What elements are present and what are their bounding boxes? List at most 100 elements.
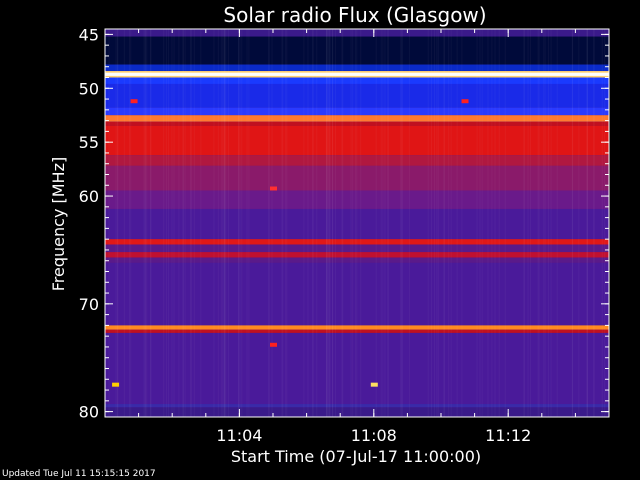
texture-streak <box>375 29 377 417</box>
texture-streak <box>328 29 330 417</box>
texture-streak <box>316 29 318 417</box>
texture-streak <box>387 29 389 417</box>
texture-streak <box>341 29 343 417</box>
texture-streak <box>448 29 450 417</box>
frequency-band <box>105 325 609 330</box>
texture-streak <box>271 29 273 417</box>
frequency-band <box>105 29 609 37</box>
texture-streak <box>190 29 192 417</box>
texture-streak <box>572 29 574 417</box>
texture-streak <box>303 29 305 417</box>
texture-streak <box>578 29 580 417</box>
texture-streak <box>544 29 546 417</box>
texture-streak <box>538 29 540 417</box>
texture-streak <box>123 29 125 417</box>
texture-streak <box>224 29 226 417</box>
texture-streak <box>117 29 119 417</box>
texture-streak <box>312 29 314 417</box>
texture-streak <box>286 29 288 417</box>
texture-streak <box>360 29 362 417</box>
texture-streak <box>178 29 180 417</box>
frequency-band <box>105 262 609 326</box>
texture-streak <box>182 29 184 417</box>
texture-streak <box>437 29 439 417</box>
texture-streak <box>246 29 248 417</box>
texture-streak <box>220 29 222 417</box>
frequency-band <box>105 190 609 209</box>
frequency-band <box>105 64 609 72</box>
frequency-band <box>105 72 609 76</box>
texture-streak <box>117 29 119 417</box>
texture-streak <box>427 29 429 417</box>
frequency-band <box>105 165 609 191</box>
texture-streak <box>479 29 481 417</box>
texture-streak <box>312 29 314 417</box>
texture-streak <box>108 29 110 417</box>
texture-streak <box>601 29 603 417</box>
frequency-band <box>105 329 609 333</box>
texture-streak <box>527 29 529 417</box>
chart-title: Solar radio Flux (Glasgow) <box>223 3 486 27</box>
texture-streak <box>130 29 132 417</box>
y-tick-label: 60 <box>79 187 99 206</box>
frequency-band <box>105 404 609 408</box>
texture-streak <box>434 29 436 417</box>
texture-streak <box>384 29 386 417</box>
texture-streak <box>586 29 588 417</box>
texture-streak <box>352 29 354 417</box>
texture-streak <box>171 29 173 417</box>
texture-streak <box>285 29 287 417</box>
texture-streak <box>222 29 224 417</box>
texture-streak <box>556 29 558 417</box>
texture-streak <box>456 29 458 417</box>
texture-streak <box>213 29 215 417</box>
texture-streak <box>168 29 170 417</box>
texture-streak <box>450 29 452 417</box>
texture-streak <box>380 29 382 417</box>
signal-spot <box>270 186 277 191</box>
frequency-band <box>105 155 609 166</box>
frequency-band <box>105 126 609 156</box>
texture-streak <box>382 29 384 417</box>
y-tick-label: 50 <box>79 79 99 98</box>
texture-streak <box>184 29 186 417</box>
texture-streak <box>163 29 165 417</box>
texture-streak <box>129 29 131 417</box>
axes: 45 50 55 60 70 80 11:04 11:08 11:12 <box>79 25 610 445</box>
texture-streak <box>537 29 539 417</box>
x-tick-label: 11:04 <box>216 426 262 445</box>
texture-streak <box>586 29 588 417</box>
frequency-band <box>105 107 609 116</box>
texture-streak <box>523 29 525 417</box>
texture-streak <box>223 29 225 417</box>
texture-streak <box>268 29 270 417</box>
texture-streak <box>223 29 225 417</box>
y-tick-label: 80 <box>79 403 99 422</box>
frequency-band <box>105 257 609 263</box>
texture-streak <box>431 29 433 417</box>
plot-frame <box>104 28 610 418</box>
texture-streak <box>115 29 117 417</box>
texture-streak <box>326 29 328 417</box>
texture-streak <box>498 29 500 417</box>
texture-streak <box>547 29 549 417</box>
texture-streak <box>443 29 445 417</box>
texture-streak <box>342 29 344 417</box>
frequency-band <box>105 407 609 417</box>
texture-streak <box>529 29 531 417</box>
texture-streak <box>225 29 227 417</box>
texture-streak <box>325 29 327 417</box>
frequency-band <box>105 77 609 84</box>
texture-streak <box>331 29 333 417</box>
texture-streak <box>165 29 167 417</box>
texture-streak <box>401 29 403 417</box>
texture-streak <box>543 29 545 417</box>
signal-spot <box>370 382 378 387</box>
texture-streak <box>593 29 595 417</box>
texture-streak <box>150 29 152 417</box>
texture-streak <box>387 29 389 417</box>
texture-streak <box>402 29 404 417</box>
texture-streak <box>436 29 438 417</box>
signal-spot <box>461 99 469 104</box>
